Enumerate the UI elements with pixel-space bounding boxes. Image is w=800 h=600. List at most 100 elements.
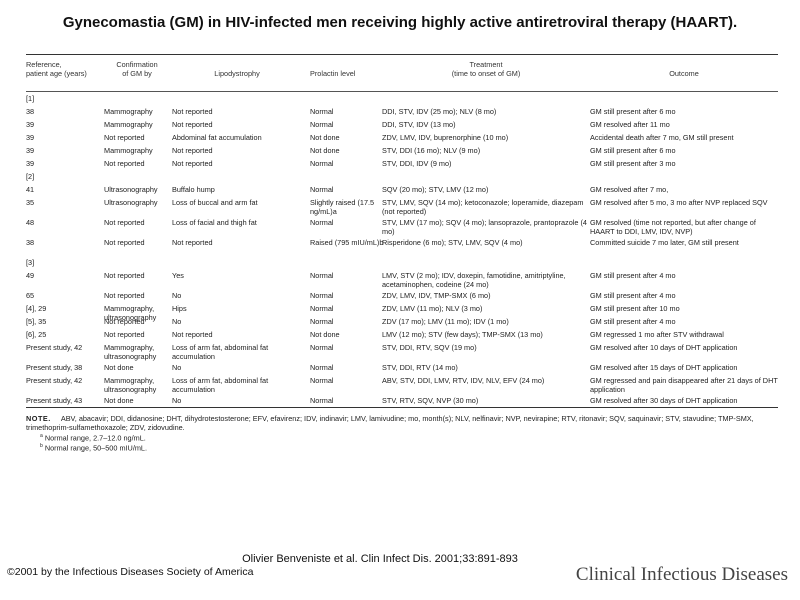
header-prolactin: Prolactin level (310, 69, 356, 78)
cell-lipo: Not reported (172, 107, 213, 116)
cell-confirm: Mammography (104, 146, 153, 155)
cell-ref: Present study, 43 (26, 396, 83, 405)
cell-ref: 65 (26, 291, 35, 300)
cell-ref: 38 (26, 107, 35, 116)
cell-ref: [3] (26, 258, 35, 267)
cell-outcome: GM resolved after 5 mo, 3 mo after NVP r… (590, 198, 768, 207)
cell-prolactin: Normal (310, 363, 334, 372)
cell-outcome: GM resolved (time not reported, but afte… (590, 218, 756, 236)
cell-ref: [4], 29 (26, 304, 47, 313)
table-row: Present study, 43 Not done No Normal STV, RT… (26, 394, 778, 407)
cell-lipo: No (172, 317, 182, 326)
table-row: [5], 35 Not reported No Normal ZDV (17 mo); … (26, 315, 778, 328)
cell-treatment: LMV, STV (2 mo); IDV, doxepin, famotidin… (382, 271, 566, 289)
cell-ref: 49 (26, 271, 35, 280)
cell-confirm: Not reported (104, 317, 145, 326)
cell-ref: Present study, 42 (26, 343, 83, 352)
cell-outcome: GM still present after 3 mo (590, 159, 676, 168)
cell-ref: 38 (26, 238, 35, 247)
header-reference: Reference, patient age (years) (26, 60, 87, 78)
cell-treatment: STV, DDI (16 mo); NLV (9 mo) (382, 146, 481, 155)
cell-confirm: Not done (104, 363, 134, 372)
cell-confirm: Mammography, ultrasonography (104, 376, 157, 394)
cell-lipo: Abdominal fat accumulation (172, 133, 262, 142)
cell-outcome: GM regressed 1 mo after STV withdrawal (590, 330, 724, 339)
table-row: 39 Not reported Not reported Normal STV, DDI… (26, 157, 778, 170)
cell-ref: [6], 25 (26, 330, 47, 339)
cell-treatment: DDI, STV, IDV (13 mo) (382, 120, 456, 129)
cell-prolactin: Raised (795 mIU/mL)b (310, 238, 384, 247)
table-row: 38 Mammography Not reported Normal DDI, STV,… (26, 105, 778, 118)
cell-prolactin: Normal (310, 304, 334, 313)
cell-lipo: Loss of facial and thigh fat (172, 218, 257, 227)
cell-confirm: Mammography, ultrasonography (104, 343, 157, 361)
cell-ref: 39 (26, 159, 35, 168)
cell-treatment: ZDV (17 mo); LMV (11 mo); IDV (1 mo) (382, 317, 509, 326)
cell-lipo: Hips (172, 304, 187, 313)
table-row: 35 Ultrasonography Loss of buccal and arm … (26, 196, 778, 216)
cell-lipo: No (172, 396, 182, 405)
cell-confirm: Not reported (104, 133, 145, 142)
cell-prolactin: Normal (310, 396, 334, 405)
cell-prolactin: Normal (310, 271, 334, 280)
header-outcome: Outcome (669, 69, 699, 78)
cell-confirm: Not reported (104, 291, 145, 300)
cell-prolactin: Normal (310, 291, 334, 300)
cell-lipo: Not reported (172, 159, 213, 168)
cell-prolactin: Normal (310, 120, 334, 129)
table-row: 41 Ultrasonography Buffalo hump Normal SQV (… (26, 183, 778, 196)
cell-prolactin: Slightly raised (17.5 ng/mL)a (310, 198, 375, 216)
cell-confirm: Ultrasonography (104, 198, 158, 207)
table-row: Present study, 42 Mammography, ultrasonog… (26, 374, 778, 394)
cell-prolactin: Normal (310, 185, 334, 194)
table-row: 39 Not reported Abdominal fat accumulation… (26, 131, 778, 144)
cell-outcome: GM still present after 10 mo (590, 304, 680, 313)
cell-treatment: STV, LMV, SQV (14 mo); ketoconazole; lop… (382, 198, 584, 216)
cell-ref: [1] (26, 94, 35, 103)
cell-lipo: Yes (172, 271, 184, 280)
cell-treatment: STV, DDI, IDV (9 mo) (382, 159, 452, 168)
table-group-row: [3] (26, 256, 778, 269)
table-row: 65 Not reported No Normal ZDV, LMV, IDV, TMP… (26, 289, 778, 302)
table-top-rule (26, 54, 778, 55)
slide-title: Gynecomastia (GM) in HIV-infected men re… (62, 14, 738, 31)
cell-ref: 39 (26, 146, 35, 155)
cell-lipo: Loss of arm fat, abdominal fat accumulat… (172, 343, 269, 361)
cell-treatment: ZDV, LMV, IDV, TMP-SMX (6 mo) (382, 291, 491, 300)
cell-treatment: STV, DDI, RTV (14 mo) (382, 363, 458, 372)
cell-prolactin: Normal (310, 107, 334, 116)
cell-treatment: ABV, STV, DDI, LMV, RTV, IDV, NLV, EFV (… (382, 376, 545, 385)
footnote-a: a Normal range, 2.7–12.0 ng/mL. (40, 433, 146, 443)
cell-prolactin: Normal (310, 376, 334, 385)
cell-confirm: Mammography (104, 120, 153, 129)
table-row: Present study, 42 Mammography, ultrasonog… (26, 341, 778, 361)
cell-confirm: Not reported (104, 271, 145, 280)
cell-treatment: DDI, STV, IDV (25 mo); NLV (8 mo) (382, 107, 497, 116)
cell-outcome: Committed suicide 7 mo later, GM still p… (590, 238, 739, 247)
cell-outcome: GM resolved after 7 mo, (590, 185, 669, 194)
table-group-row: [2] (26, 170, 778, 183)
table-group-row: [1] (26, 92, 778, 105)
cell-prolactin: Normal (310, 317, 334, 326)
table-row: [6], 25 Not reported Not reported Not done L… (26, 328, 778, 341)
cell-lipo: No (172, 363, 182, 372)
cell-treatment: LMV (12 mo); STV (few days); TMP-SMX (13… (382, 330, 543, 339)
header-rule (26, 91, 778, 92)
cell-prolactin: Normal (310, 343, 334, 352)
cell-outcome: GM resolved after 11 mo (590, 120, 670, 129)
cell-lipo: Loss of arm fat, abdominal fat accumulat… (172, 376, 269, 394)
header-lipodystrophy: Lipodystrophy (214, 69, 260, 78)
cell-ref: Present study, 42 (26, 376, 83, 385)
cell-ref: 48 (26, 218, 35, 227)
cell-outcome: GM resolved after 10 days of DHT applica… (590, 343, 738, 352)
journal-name: Clinical Infectious Diseases (575, 564, 788, 585)
cell-prolactin: Not done (310, 330, 340, 339)
cell-outcome: GM regressed and pain disappeared after … (590, 376, 778, 394)
cell-ref: [5], 35 (26, 317, 47, 326)
cell-lipo: Not reported (172, 146, 213, 155)
table-note: NOTE. ABV, abacavir; DDI, didanosine; DH… (26, 414, 778, 432)
table-bottom-rule (26, 407, 778, 408)
cell-treatment: SQV (20 mo); STV, LMV (12 mo) (382, 185, 489, 194)
table-row: [4], 29 Mammography, ultrasonography Hips N… (26, 302, 778, 322)
table-row: Present study, 38 Not done No Normal STV, DD… (26, 361, 778, 374)
